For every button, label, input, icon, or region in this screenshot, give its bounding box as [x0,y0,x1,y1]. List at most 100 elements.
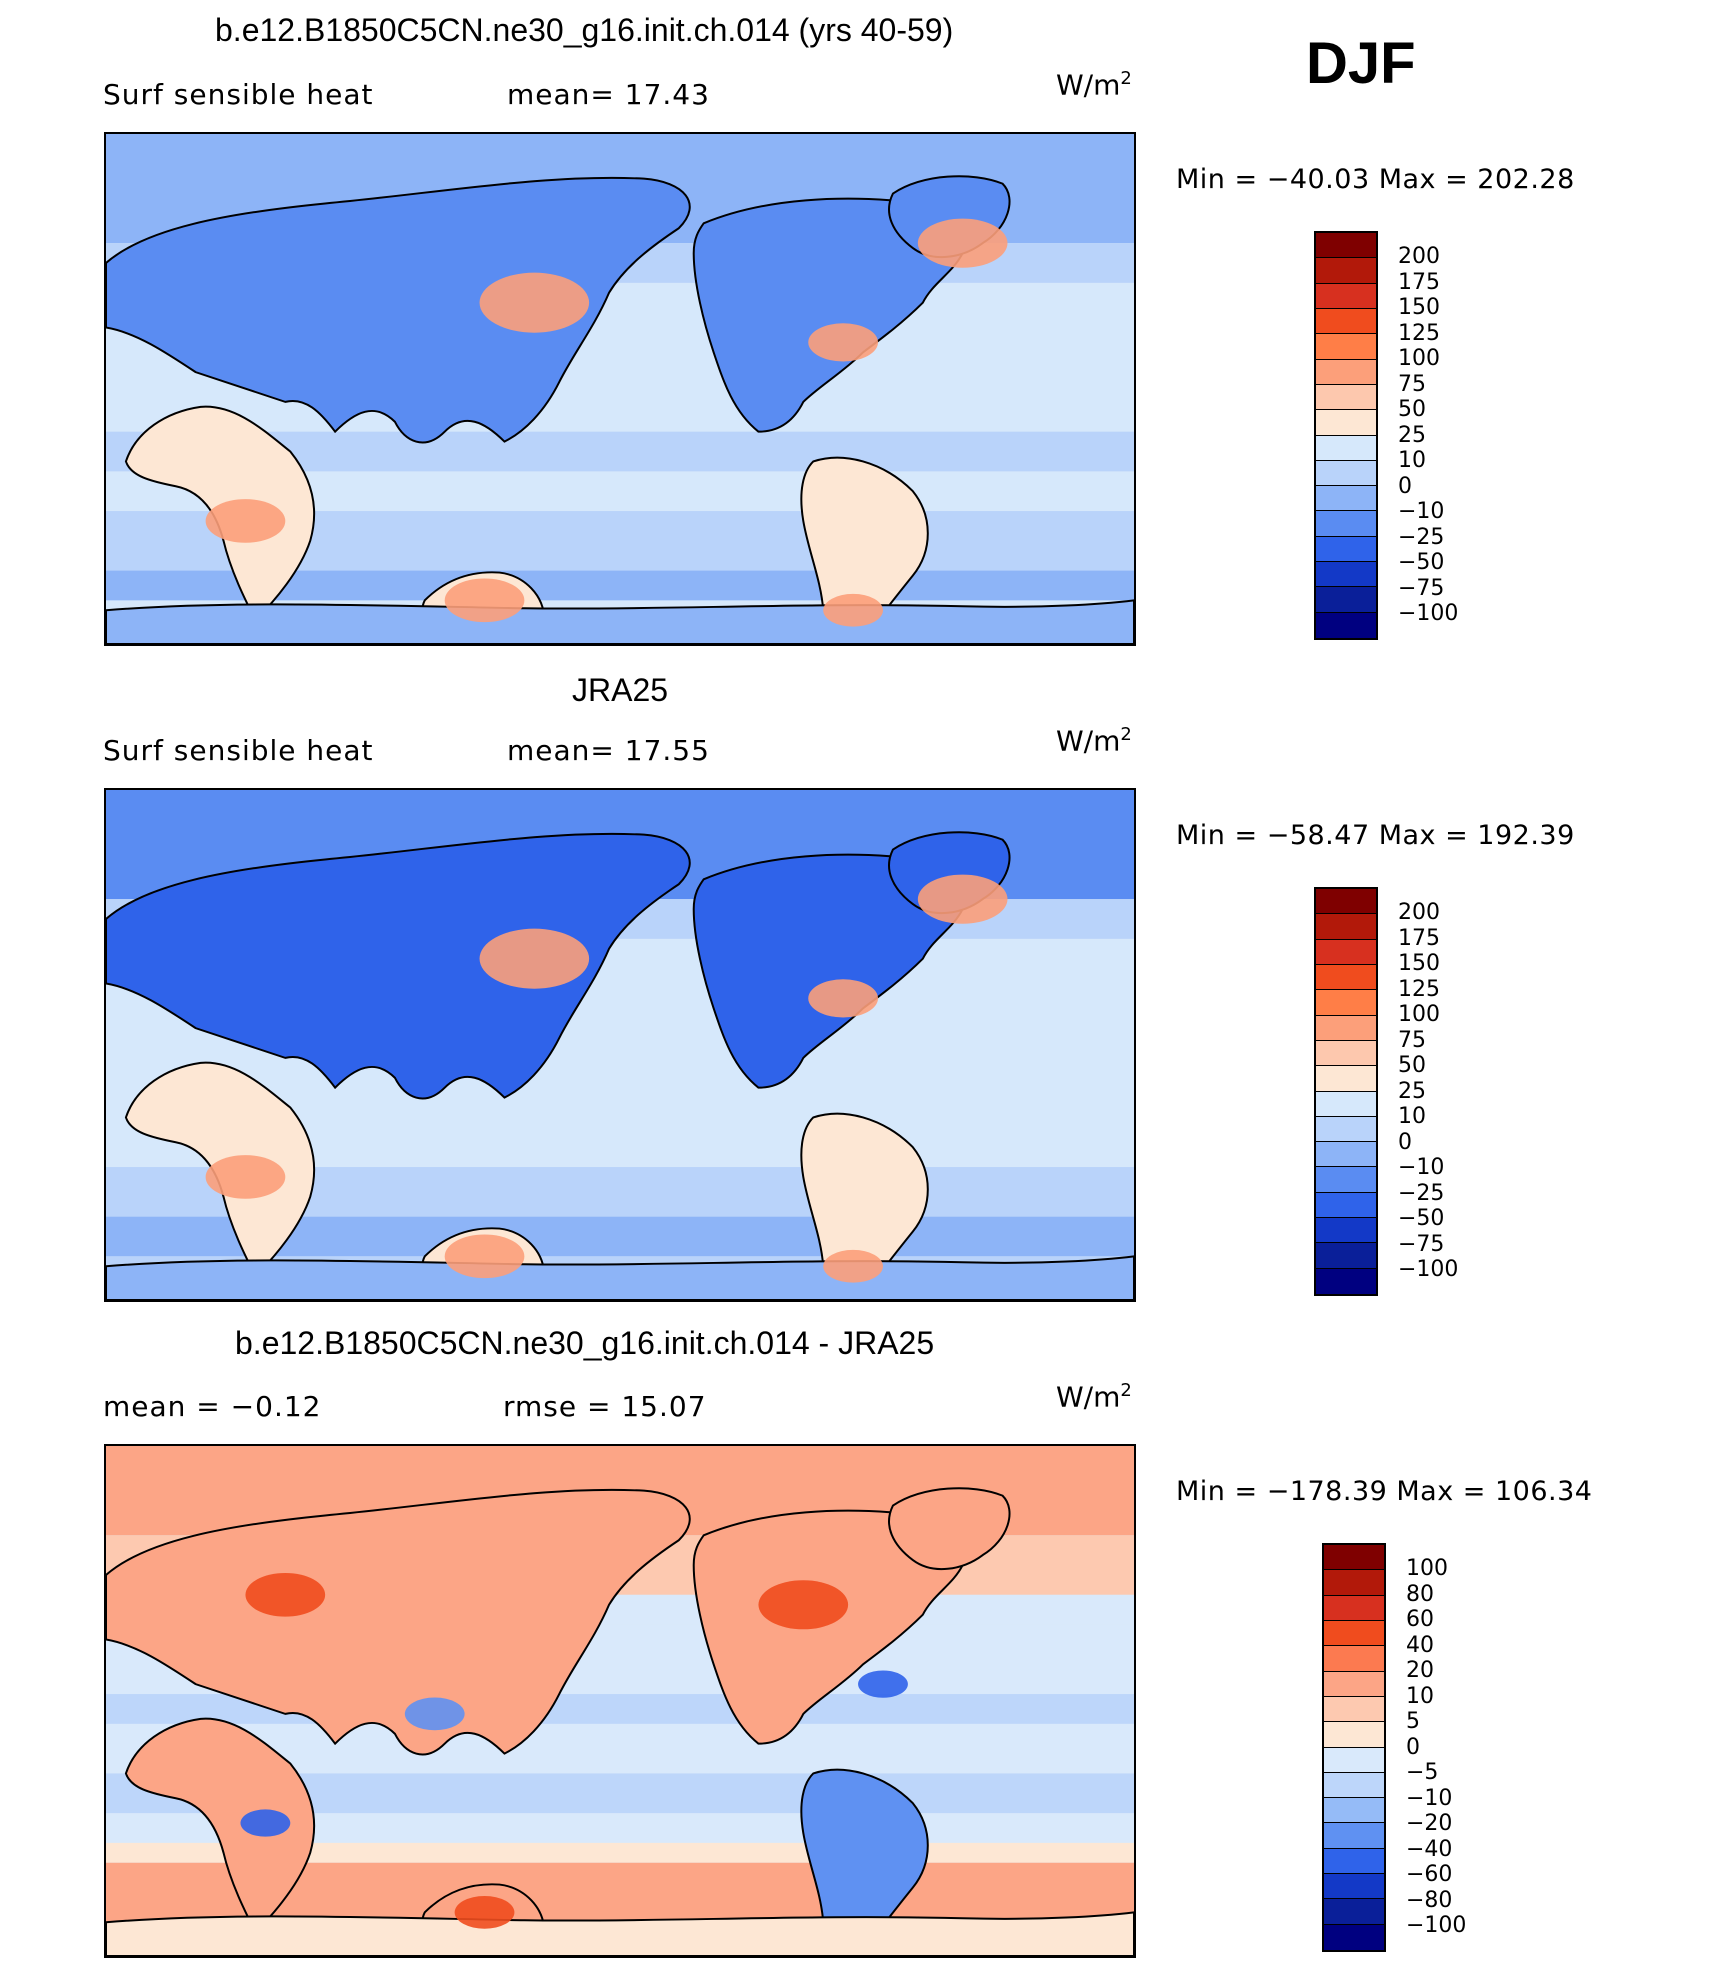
world-map-model [104,132,1136,646]
rmse-label: rmse = 15.07 [503,1390,707,1423]
colorbar-swatch [1316,359,1376,385]
colorbar-tick-label: 60 [1406,1607,1434,1632]
colorbar-tick-label: 25 [1398,422,1426,448]
colorbar-tick-label: 200 [1398,244,1440,269]
colorbar-tick-label: −40 [1406,1836,1453,1862]
colorbar [1322,1543,1386,1952]
colorbar-tick-label: −25 [1398,1180,1445,1206]
colorbar-tick-label: 100 [1398,346,1440,371]
colorbar-swatch [1316,889,1376,915]
colorbar-swatch [1316,914,1376,940]
colorbar-swatch [1316,460,1376,487]
mean-label: mean= 17.55 [507,734,710,767]
colorbar-swatch [1324,1671,1384,1697]
colorbar-tick-label: 10 [1398,448,1426,473]
colorbar-tick-label: −10 [1398,1155,1445,1180]
colorbar-swatch [1316,536,1376,563]
colorbar-swatch [1316,1192,1376,1219]
colorbar-swatch [1316,1218,1376,1244]
colorbar-swatch [1316,233,1376,259]
colorbar-swatch [1316,964,1376,991]
colorbar-tick-label: 20 [1406,1658,1434,1683]
colorbar-tick-label: 10 [1398,1104,1426,1129]
colorbar [1314,231,1378,640]
colorbar-swatch [1316,1243,1376,1269]
colorbar-tick-label: 50 [1398,1053,1426,1078]
min-max-label: Min = −178.39 Max = 106.34 [1176,1476,1593,1507]
colorbar-swatch [1324,1772,1384,1799]
colorbar-swatch [1324,1747,1384,1773]
colorbar-swatch [1324,1595,1384,1621]
colorbar-tick-label: 200 [1398,900,1440,925]
colorbar-tick-label: 175 [1398,925,1440,951]
colorbar-tick-label: 175 [1398,269,1440,295]
colorbar-tick-label: −80 [1406,1887,1453,1913]
colorbar-swatch [1324,1823,1384,1849]
mean-label: mean = −0.12 [103,1390,322,1423]
colorbar-tick-label: −50 [1398,1206,1445,1231]
colorbar-swatch [1316,1015,1376,1041]
colorbar-tick-label: −75 [1398,1231,1445,1257]
unit-label: W/m2 [1056,68,1132,102]
colorbar-tick-label: −10 [1406,1785,1453,1811]
colorbar-swatch [1324,1545,1384,1571]
colorbar-swatch [1324,1696,1384,1723]
map-canvas [106,1446,1134,1956]
colorbar-tick-label: −75 [1398,575,1445,601]
colorbar-swatch [1316,1066,1376,1092]
world-map-difference [104,1444,1136,1958]
colorbar-tick-label: −20 [1406,1811,1453,1836]
colorbar-tick-label: 150 [1398,295,1440,320]
colorbar-tick-label: 80 [1406,1581,1434,1607]
colorbar-tick-label: −100 [1398,1257,1459,1282]
colorbar-swatch [1316,1142,1376,1168]
colorbar-swatch [1324,1722,1384,1748]
colorbar-swatch [1316,308,1376,335]
variable-label: Surf sensible heat [103,734,374,767]
colorbar-swatch [1316,939,1376,965]
colorbar-swatch [1316,258,1376,284]
colorbar-swatch [1316,410,1376,436]
colorbar-tick-label: 125 [1398,976,1440,1002]
colorbar-tick-label: −25 [1398,524,1445,550]
panel-title: b.e12.B1850C5CN.ne30_g16.init.ch.014 - J… [235,1325,935,1361]
colorbar-tick-label: 100 [1398,1002,1440,1027]
colorbar-tick-label: 0 [1406,1734,1420,1760]
season-label: DJF [1306,31,1416,96]
colorbar-tick-label: 40 [1406,1632,1434,1658]
colorbar-tick-label: 125 [1398,320,1440,346]
colorbar-swatch [1316,334,1376,360]
colorbar-swatch [1324,1874,1384,1900]
colorbar-tick-label: 0 [1398,473,1412,499]
colorbar-swatch [1316,562,1376,588]
min-max-label: Min = −58.47 Max = 192.39 [1176,820,1575,851]
colorbar-swatch [1316,1091,1376,1117]
colorbar-tick-label: −100 [1398,601,1459,626]
colorbar [1314,887,1378,1296]
panel-title: b.e12.B1850C5CN.ne30_g16.init.ch.014 (yr… [215,12,954,48]
colorbar-swatch [1324,1798,1384,1824]
colorbar-tick-label: 100 [1406,1556,1448,1581]
colorbar-tick-label: 150 [1398,951,1440,976]
colorbar-swatch [1316,587,1376,613]
colorbar-swatch [1324,1899,1384,1925]
colorbar-swatch [1324,1570,1384,1596]
colorbar-tick-label: 10 [1406,1683,1434,1709]
colorbar-swatch [1316,1040,1376,1067]
colorbar-swatch [1324,1848,1384,1875]
colorbar-tick-label: 75 [1398,371,1426,397]
colorbar-tick-label: 50 [1398,397,1426,422]
colorbar-tick-label: 0 [1398,1129,1412,1155]
colorbar-tick-label: −100 [1406,1913,1467,1938]
colorbar-swatch [1316,1116,1376,1143]
map-canvas [106,790,1134,1300]
colorbar-swatch [1316,435,1376,461]
colorbar-swatch [1316,1268,1376,1294]
map-canvas [106,134,1134,644]
colorbar-tick-label: −60 [1406,1862,1453,1887]
colorbar-swatch [1324,1646,1384,1672]
colorbar-swatch [1324,1620,1384,1647]
colorbar-swatch [1316,283,1376,309]
world-map-obs [104,788,1136,1302]
colorbar-swatch [1316,990,1376,1016]
